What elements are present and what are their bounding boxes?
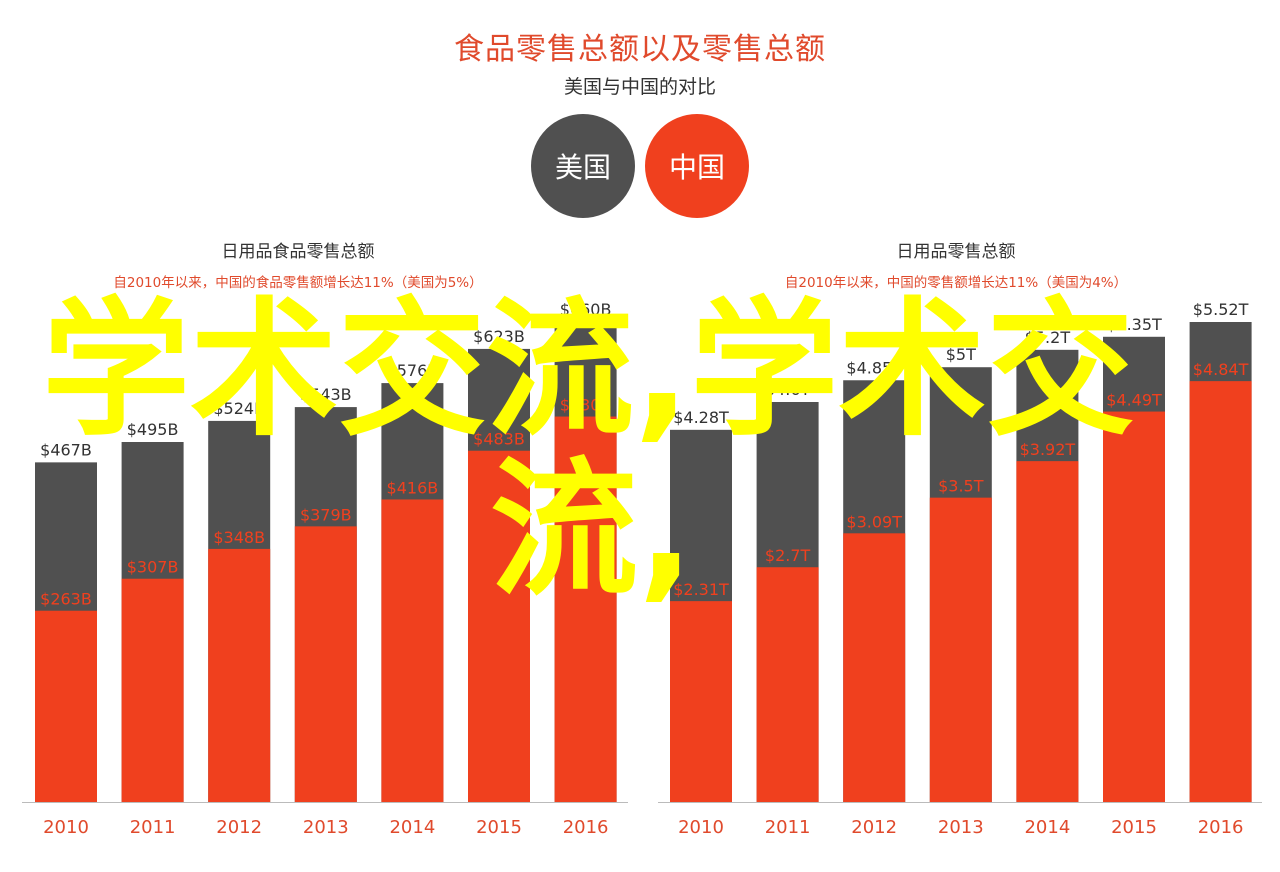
legend-china: 中国 xyxy=(645,114,749,218)
tick-label-2-2012: 2012 xyxy=(851,817,897,838)
chart-1-subtitle: 自2010年以来，中国的食品零售额增长达11%（美国为5%） xyxy=(113,274,482,291)
data-label-1-us-2010: $467B xyxy=(40,440,92,459)
chart-2-subtitle: 自2010年以来，中国的零售额增长达11%（美国为4%） xyxy=(785,275,1127,291)
data-label-2-us-2010: $4.28T xyxy=(673,408,729,427)
tick-label-2-2011: 2011 xyxy=(765,817,811,838)
main-subtitle: 美国与中国的对比 xyxy=(563,76,716,98)
data-label-1-us-2015: $623B xyxy=(473,327,525,346)
bar-2-cn-2011 xyxy=(756,567,819,802)
data-label-1-cn-2012: $348B xyxy=(213,528,265,547)
legend-us: 美国 xyxy=(531,114,635,218)
data-label-2-cn-2012: $3.09T xyxy=(846,512,902,531)
tick-label-1-2011: 2011 xyxy=(130,817,176,838)
tick-label-1-2014: 2014 xyxy=(389,817,435,838)
bar-1-cn-2012 xyxy=(208,548,271,802)
bar-1-cn-2016 xyxy=(554,416,617,802)
bar-2-cn-2015 xyxy=(1103,411,1165,802)
bar-2-cn-2010 xyxy=(670,601,732,802)
data-label-1-us-2014: $576B xyxy=(387,361,439,380)
data-label-2-cn-2014: $3.92T xyxy=(1020,440,1076,459)
tick-label-2-2016: 2016 xyxy=(1198,817,1244,838)
data-label-2-us-2012: $4.85T xyxy=(846,358,902,377)
chart-2-title: 日用品零售总额 xyxy=(897,242,1016,262)
bar-1-cn-2014 xyxy=(381,499,444,802)
data-label-2-us-2016: $5.52T xyxy=(1193,300,1249,319)
data-label-1-us-2013: $543B xyxy=(300,385,352,404)
legend-us-label: 美国 xyxy=(554,151,611,184)
bar-1-cn-2015 xyxy=(468,450,530,802)
main-title: 食品零售总额以及零售总额 xyxy=(454,32,826,67)
bar-2-cn-2014 xyxy=(1016,461,1079,802)
bar-1-cn-2010 xyxy=(35,610,97,802)
tick-label-1-2016: 2016 xyxy=(563,817,609,838)
data-label-2-cn-2011: $2.7T xyxy=(765,546,811,565)
bar-2-cn-2016 xyxy=(1189,381,1252,802)
data-label-1-cn-2011: $307B xyxy=(127,558,179,577)
bar-1-cn-2013 xyxy=(294,526,357,802)
data-label-1-us-2012: $524B xyxy=(213,399,265,418)
data-label-2-us-2015: $5.35T xyxy=(1106,315,1162,334)
legend-china-label: 中国 xyxy=(668,151,725,184)
tick-label-1-2015: 2015 xyxy=(476,817,522,838)
data-label-2-cn-2013: $3.5T xyxy=(938,477,984,496)
data-label-1-cn-2016: $530B xyxy=(560,396,612,415)
data-label-2-cn-2015: $4.49T xyxy=(1106,391,1162,410)
data-label-1-cn-2014: $416B xyxy=(387,478,439,497)
data-label-2-us-2011: $4.6T xyxy=(765,380,811,399)
data-label-2-cn-2016: $4.84T xyxy=(1193,360,1249,379)
data-label-1-us-2011: $495B xyxy=(127,420,179,439)
tick-label-1-2010: 2010 xyxy=(43,817,89,838)
data-label-1-cn-2013: $379B xyxy=(300,505,352,524)
tick-label-2-2013: 2013 xyxy=(938,817,984,838)
tick-label-1-2013: 2013 xyxy=(303,817,349,838)
bar-2-cn-2012 xyxy=(843,533,906,802)
data-label-2-cn-2010: $2.31T xyxy=(673,580,729,599)
data-label-1-cn-2010: $263B xyxy=(40,590,92,609)
tick-label-1-2012: 2012 xyxy=(216,817,262,838)
data-label-1-us-2016: $660B xyxy=(560,300,612,319)
data-label-2-us-2013: $5T xyxy=(946,345,976,364)
data-label-1-cn-2015: $483B xyxy=(473,430,525,449)
chart-1-title: 日用品食品零售总额 xyxy=(222,242,375,262)
data-label-2-us-2014: $5.2T xyxy=(1025,328,1071,347)
bar-2-cn-2013 xyxy=(929,497,992,802)
tick-label-2-2014: 2014 xyxy=(1024,817,1070,838)
bar-1-cn-2011 xyxy=(121,578,184,802)
tick-label-2-2015: 2015 xyxy=(1111,817,1157,838)
tick-label-2-2010: 2010 xyxy=(678,817,724,838)
